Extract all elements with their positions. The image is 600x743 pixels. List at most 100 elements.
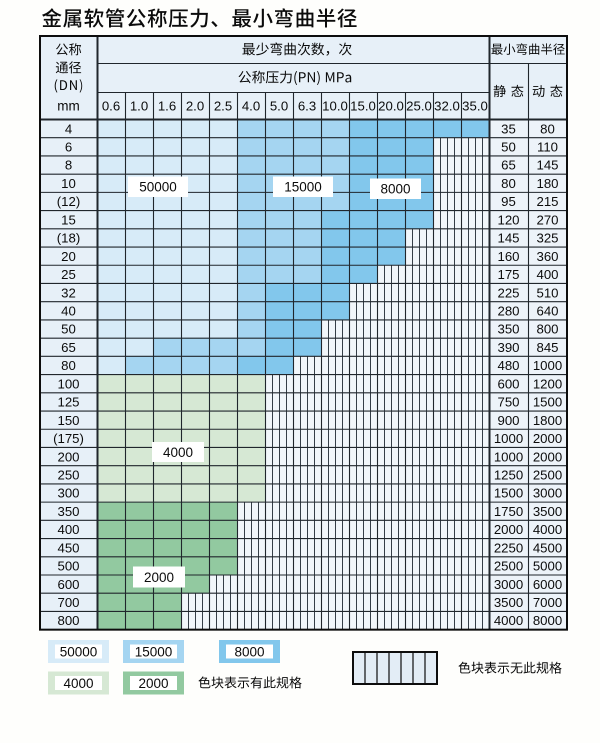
svg-text:80: 80 bbox=[540, 121, 555, 136]
svg-text:50000: 50000 bbox=[60, 644, 98, 659]
svg-text:2250: 2250 bbox=[494, 540, 523, 555]
svg-text:50: 50 bbox=[501, 140, 516, 155]
svg-text:2500: 2500 bbox=[533, 467, 562, 482]
svg-text:8: 8 bbox=[65, 158, 72, 173]
svg-text:1750: 1750 bbox=[494, 504, 523, 519]
svg-text:6: 6 bbox=[65, 140, 72, 155]
svg-text:700: 700 bbox=[57, 595, 79, 610]
svg-text:2500: 2500 bbox=[494, 559, 523, 574]
svg-text:4000: 4000 bbox=[163, 445, 193, 460]
svg-text:0.6: 0.6 bbox=[102, 98, 120, 113]
svg-text:15.0: 15.0 bbox=[350, 98, 376, 113]
svg-text:125: 125 bbox=[57, 395, 79, 410]
svg-text:7000: 7000 bbox=[533, 595, 562, 610]
svg-text:215: 215 bbox=[536, 194, 558, 209]
svg-text:1250: 1250 bbox=[494, 467, 523, 482]
svg-text:640: 640 bbox=[536, 304, 558, 319]
svg-text:1.6: 1.6 bbox=[158, 98, 176, 113]
svg-text:1000: 1000 bbox=[494, 431, 523, 446]
svg-text:2000: 2000 bbox=[533, 449, 562, 464]
svg-text:2.5: 2.5 bbox=[214, 98, 232, 113]
svg-text:50: 50 bbox=[61, 322, 76, 337]
svg-text:250: 250 bbox=[57, 467, 79, 482]
svg-text:1800: 1800 bbox=[533, 413, 562, 428]
svg-text:mm: mm bbox=[57, 98, 80, 113]
svg-text:600: 600 bbox=[497, 376, 519, 391]
svg-text:1500: 1500 bbox=[533, 395, 562, 410]
svg-text:500: 500 bbox=[57, 559, 79, 574]
svg-text:1200: 1200 bbox=[533, 376, 562, 391]
svg-text:(18): (18) bbox=[57, 231, 80, 246]
svg-text:845: 845 bbox=[536, 340, 558, 355]
svg-text:80: 80 bbox=[501, 176, 516, 191]
svg-text:2000: 2000 bbox=[144, 570, 174, 585]
svg-text:2000: 2000 bbox=[494, 522, 523, 537]
svg-text:120: 120 bbox=[497, 212, 519, 227]
svg-text:15: 15 bbox=[61, 212, 76, 227]
svg-text:110: 110 bbox=[537, 140, 558, 155]
svg-text:225: 225 bbox=[497, 285, 519, 300]
svg-text:5.0: 5.0 bbox=[270, 98, 288, 113]
svg-text:1.0: 1.0 bbox=[130, 98, 148, 113]
svg-text:2.0: 2.0 bbox=[186, 98, 204, 113]
svg-text:3500: 3500 bbox=[533, 504, 562, 519]
svg-text:95: 95 bbox=[501, 194, 516, 209]
svg-text:800: 800 bbox=[57, 613, 79, 628]
svg-text:2000: 2000 bbox=[533, 431, 562, 446]
svg-text:4000: 4000 bbox=[533, 522, 562, 537]
svg-text:5000: 5000 bbox=[533, 559, 562, 574]
svg-text:350: 350 bbox=[57, 504, 79, 519]
svg-text:175: 175 bbox=[497, 267, 519, 282]
svg-text:400: 400 bbox=[57, 522, 79, 537]
svg-text:2000: 2000 bbox=[138, 676, 168, 691]
svg-text:20.0: 20.0 bbox=[378, 98, 404, 113]
svg-text:145: 145 bbox=[536, 158, 558, 173]
svg-text:6.3: 6.3 bbox=[298, 98, 316, 113]
svg-text:8000: 8000 bbox=[234, 644, 264, 659]
svg-text:510: 510 bbox=[536, 285, 558, 300]
svg-text:3000: 3000 bbox=[494, 577, 523, 592]
svg-text:25.0: 25.0 bbox=[406, 98, 432, 113]
svg-text:325: 325 bbox=[536, 231, 558, 246]
svg-text:(175): (175) bbox=[53, 431, 84, 446]
svg-text:(12): (12) bbox=[57, 194, 80, 209]
svg-text:280: 280 bbox=[497, 304, 519, 319]
svg-text:100: 100 bbox=[57, 376, 79, 391]
svg-text:32: 32 bbox=[61, 285, 76, 300]
svg-text:270: 270 bbox=[536, 212, 558, 227]
svg-text:300: 300 bbox=[57, 486, 79, 501]
svg-text:390: 390 bbox=[497, 340, 519, 355]
svg-text:1000: 1000 bbox=[494, 449, 523, 464]
svg-text:450: 450 bbox=[57, 540, 79, 555]
svg-text:900: 900 bbox=[497, 413, 519, 428]
svg-text:400: 400 bbox=[536, 267, 558, 282]
svg-text:180: 180 bbox=[536, 176, 558, 191]
svg-text:8000: 8000 bbox=[380, 182, 410, 197]
svg-text:65: 65 bbox=[501, 158, 516, 173]
svg-text:40: 40 bbox=[61, 304, 76, 319]
svg-text:10: 10 bbox=[61, 176, 76, 191]
svg-text:150: 150 bbox=[57, 413, 79, 428]
svg-text:3000: 3000 bbox=[533, 486, 562, 501]
svg-text:600: 600 bbox=[57, 577, 79, 592]
svg-text:35: 35 bbox=[501, 121, 516, 136]
svg-text:3500: 3500 bbox=[494, 595, 523, 610]
svg-text:145: 145 bbox=[497, 231, 519, 246]
svg-text:15000: 15000 bbox=[284, 180, 322, 195]
svg-text:35.0: 35.0 bbox=[462, 98, 488, 113]
svg-text:750: 750 bbox=[497, 395, 519, 410]
svg-text:20: 20 bbox=[61, 249, 76, 264]
svg-text:4000: 4000 bbox=[494, 613, 523, 628]
svg-text:200: 200 bbox=[57, 449, 79, 464]
svg-text:360: 360 bbox=[536, 249, 558, 264]
svg-text:1000: 1000 bbox=[533, 358, 562, 373]
svg-text:800: 800 bbox=[536, 322, 558, 337]
svg-text:1500: 1500 bbox=[494, 486, 523, 501]
svg-text:32.0: 32.0 bbox=[434, 98, 460, 113]
svg-text:4500: 4500 bbox=[533, 540, 562, 555]
svg-text:4000: 4000 bbox=[63, 676, 93, 691]
svg-text:10.0: 10.0 bbox=[322, 98, 348, 113]
svg-text:4: 4 bbox=[65, 121, 72, 136]
svg-text:4.0: 4.0 bbox=[242, 98, 260, 113]
svg-text:6000: 6000 bbox=[533, 577, 562, 592]
